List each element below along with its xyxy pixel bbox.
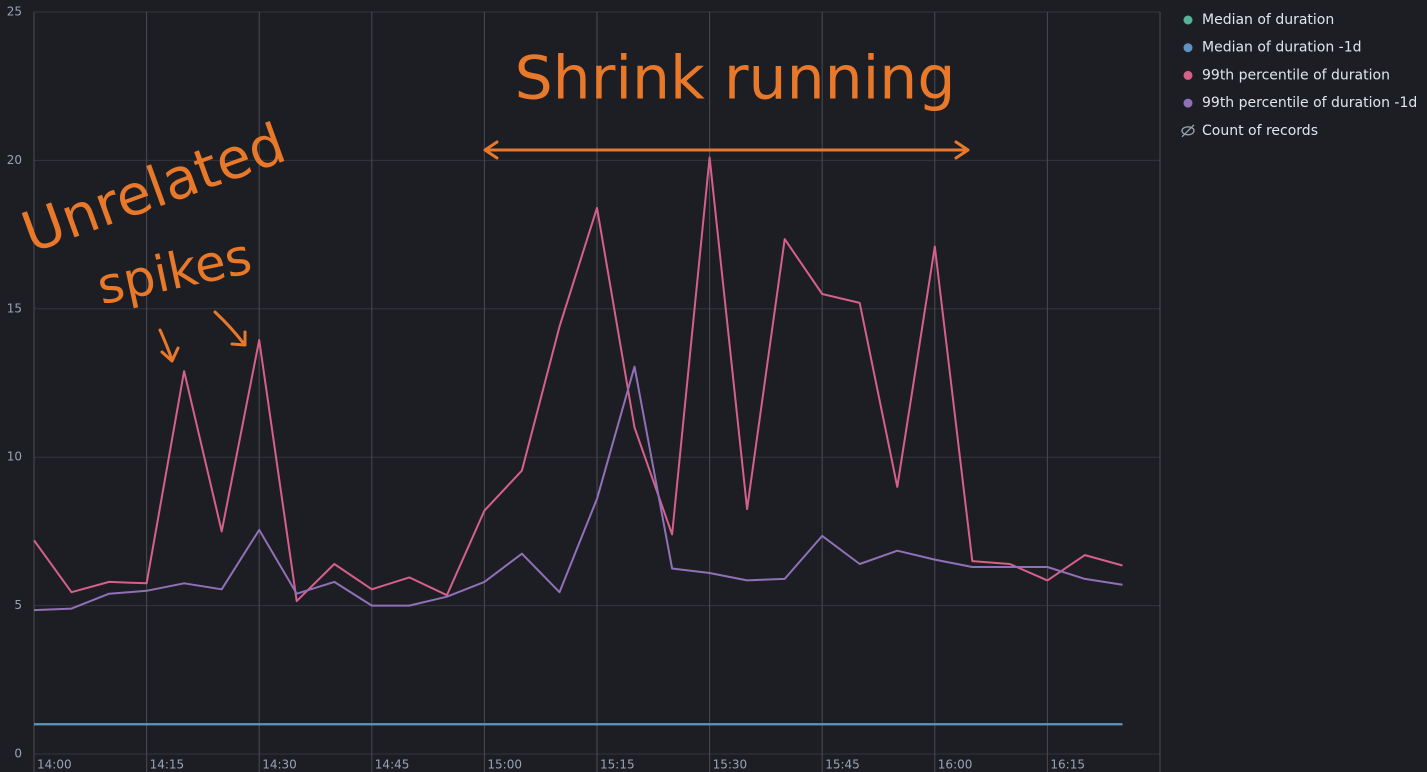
x-tick-label: 14:30 <box>262 758 297 772</box>
legend-label[interactable]: 99th percentile of duration <box>1202 67 1390 83</box>
x-tick-label: 15:15 <box>600 758 635 772</box>
x-tick-label: 15:45 <box>825 758 860 772</box>
y-tick-label: 0 <box>14 747 22 761</box>
plot <box>33 156 1123 726</box>
x-tick-label: 14:00 <box>37 758 72 772</box>
legend-marker <box>1183 43 1193 53</box>
series-line <box>33 156 1123 603</box>
range-arrow <box>483 140 970 160</box>
spike-arrow <box>213 310 247 347</box>
annotation: spikes <box>92 227 256 316</box>
y-tick-label: 25 <box>7 5 22 19</box>
spike-arrow <box>158 328 180 363</box>
eye <box>1181 126 1195 136</box>
annotation-arrows <box>158 140 970 363</box>
legend-marker <box>1183 70 1193 80</box>
x-tick-label: 15:30 <box>713 758 748 772</box>
y-tick-label: 5 <box>14 598 22 612</box>
x-tick-label: 14:15 <box>150 758 185 772</box>
x-tick-label: 16:15 <box>1050 758 1085 772</box>
y-tick-label: 15 <box>7 301 22 315</box>
x-tick-label: 15:00 <box>487 758 522 772</box>
legend-hidden-icon <box>1181 124 1195 138</box>
legend-marker <box>1183 98 1193 108</box>
legend-marker <box>1183 15 1193 25</box>
grid: 0 5 10 15 20 25 14:00 14:15 14:30 14:45 15:00 15:15… <box>7 5 1161 772</box>
annotation: Shrink running <box>515 44 956 114</box>
y-tick-label: 10 <box>7 450 22 464</box>
y-tick-label: 20 <box>7 153 22 167</box>
legend-label[interactable]: 99th percentile of duration -1d <box>1202 95 1417 111</box>
legend-label[interactable]: Count of records <box>1202 123 1318 139</box>
eye-slash <box>1181 124 1195 138</box>
x-tick-label: 14:45 <box>375 758 410 772</box>
x-tick-label: 16:00 <box>938 758 973 772</box>
legend: Median of duration Median of duration -1d… <box>1181 12 1417 139</box>
legend-label[interactable]: Median of duration -1d <box>1202 40 1362 56</box>
annotation: Unrelated <box>14 111 294 266</box>
legend-label[interactable]: Median of duration <box>1202 12 1334 28</box>
series-line <box>33 365 1123 612</box>
